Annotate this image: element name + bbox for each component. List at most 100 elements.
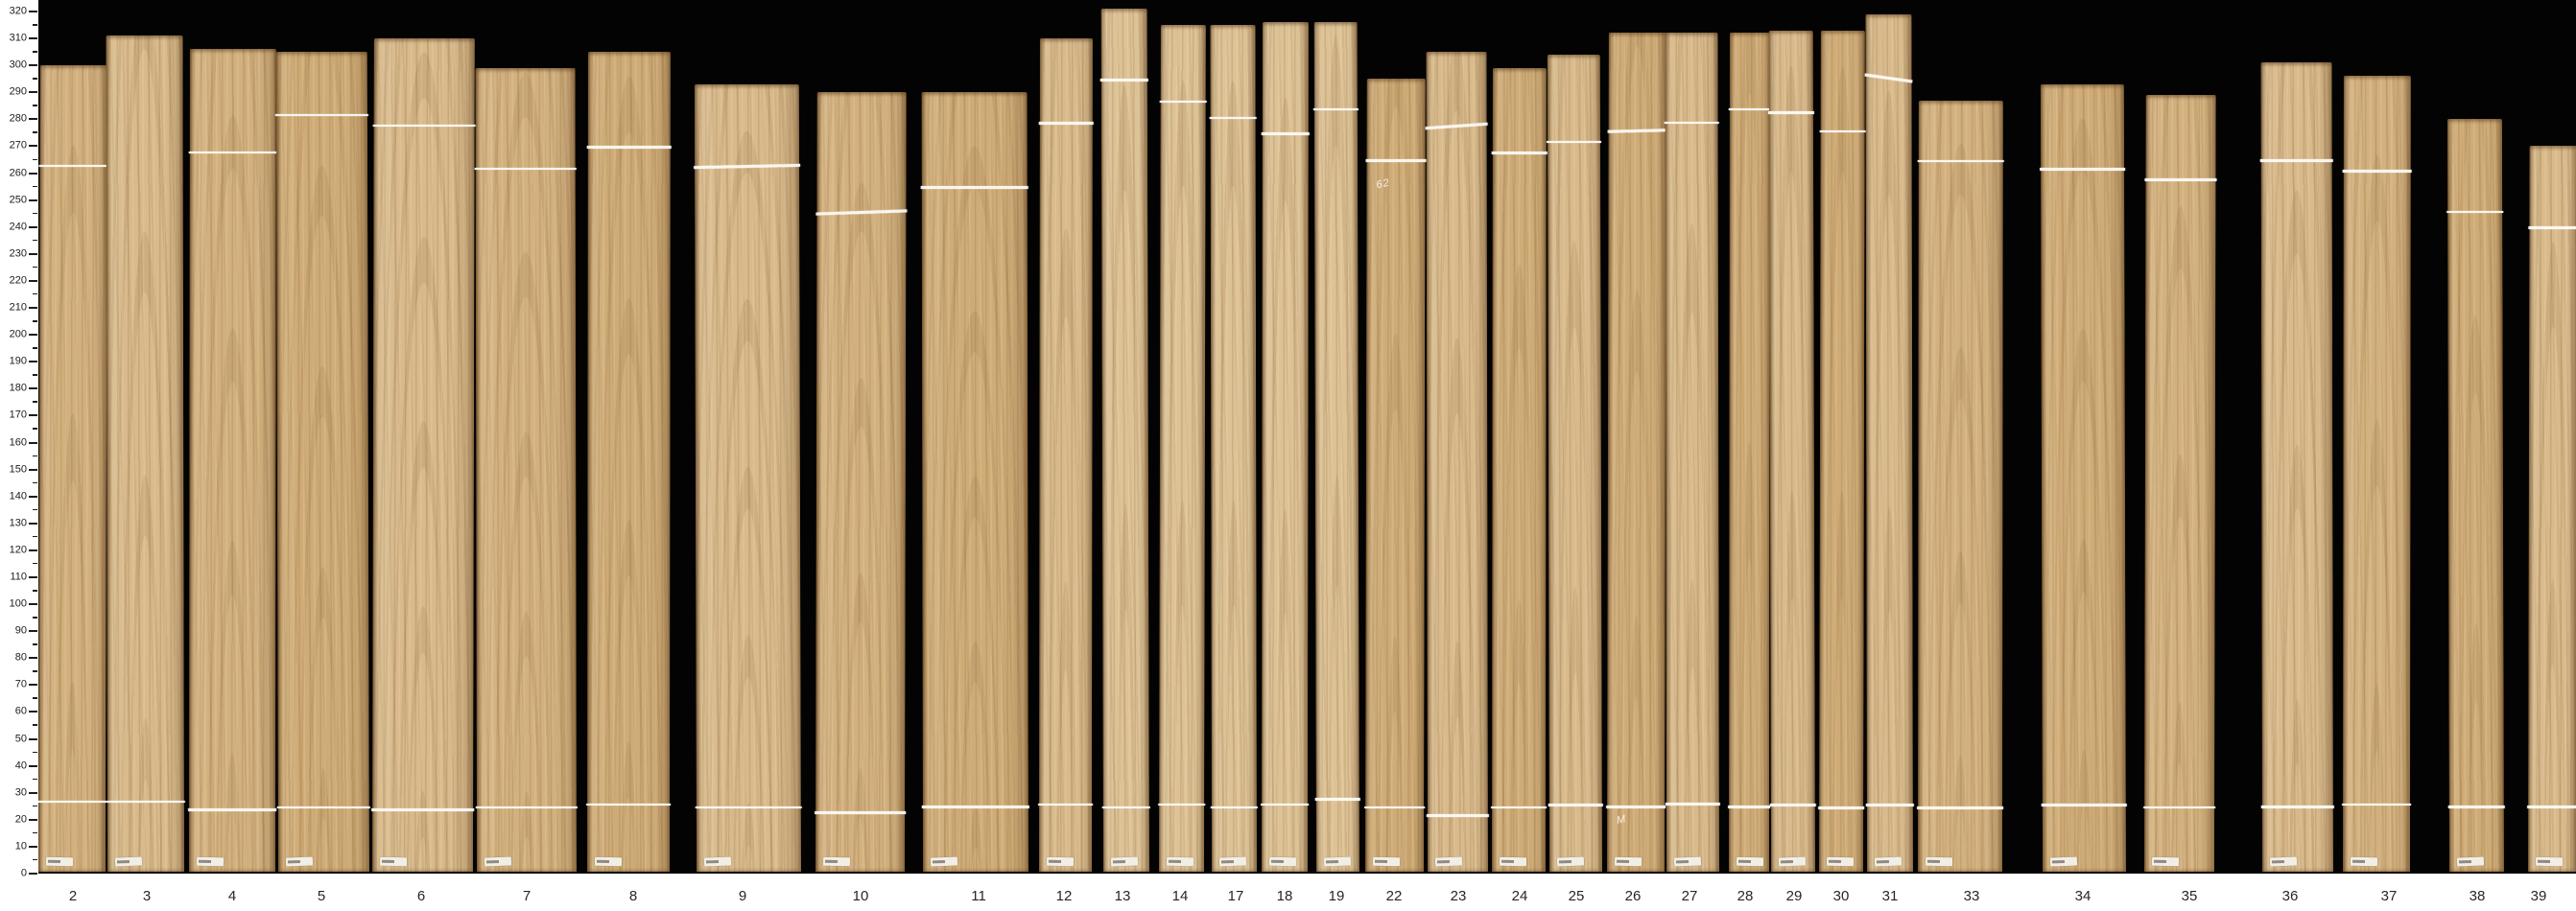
board-id-sticker: [1736, 856, 1764, 867]
chalk-line-lower: [1101, 806, 1150, 809]
sticker-text-mark: [1436, 859, 1451, 864]
chalk-line-upper: [1365, 159, 1427, 163]
scale-major-tick: [29, 522, 37, 525]
chalk-line-lower: [1606, 806, 1666, 809]
board-id-sticker: [1268, 856, 1297, 867]
scale-major-tick: [29, 64, 37, 67]
scale-minor-tick: [33, 562, 37, 565]
scale-minor-tick: [33, 239, 37, 242]
scale-major-tick: [29, 711, 37, 713]
board-number: 28: [1737, 888, 1754, 904]
board: [1209, 25, 1258, 872]
scale-minor-tick: [33, 266, 37, 269]
board: [1158, 25, 1207, 872]
board-id-sticker: [1499, 856, 1527, 867]
board: [2040, 83, 2127, 872]
board-number: 17: [1227, 888, 1244, 904]
board: [1038, 38, 1094, 872]
scale-label: 90: [14, 624, 27, 637]
scale-minor-tick: [33, 590, 37, 592]
scale-minor-tick: [33, 805, 37, 807]
chalk-line-lower: [188, 808, 277, 812]
sticker-text-mark: [824, 859, 839, 864]
board-number: 14: [1171, 888, 1189, 904]
chalk-line-upper: [1819, 129, 1866, 133]
board: [586, 52, 672, 872]
chalk-line-lower: [1261, 803, 1310, 806]
chalk-line-upper: [1312, 108, 1359, 111]
scale-minor-tick: [33, 535, 37, 538]
scale-minor-tick: [33, 131, 37, 133]
board-number: 2: [68, 888, 78, 904]
board-number: 37: [2380, 888, 2398, 904]
chalk-line-lower: [1364, 806, 1426, 809]
sticker-text-mark: [1558, 859, 1572, 864]
board-id-sticker: [703, 856, 732, 867]
chalk-line-upper: [2259, 159, 2333, 162]
chalk-line-lower: [106, 801, 185, 804]
board: [1664, 33, 1720, 872]
scale-major-tick: [29, 414, 37, 417]
chalk-line-lower: [1728, 806, 1771, 809]
board: [2143, 95, 2217, 872]
sticker-text-mark: [1325, 859, 1339, 864]
chalk-line-upper: [2144, 178, 2217, 181]
scale-label: 210: [9, 301, 27, 314]
sticker-text-mark: [1780, 859, 1794, 864]
scale-label: 150: [9, 463, 27, 476]
scale-minor-tick: [33, 24, 37, 26]
board: [274, 52, 370, 872]
board: [1312, 22, 1360, 872]
board: [1818, 30, 1866, 872]
scale-label: 120: [9, 544, 27, 556]
scale-label: 50: [14, 733, 27, 745]
scale-minor-tick: [33, 481, 37, 484]
scale-major-tick: [29, 172, 37, 175]
board-id-sticker: [1218, 856, 1247, 867]
sticker-text-mark: [1501, 859, 1515, 864]
chalk-line-upper: [188, 152, 277, 154]
board-id-sticker: [1046, 856, 1075, 867]
board-id-sticker: [196, 856, 225, 867]
sticker-text-mark: [2153, 859, 2167, 864]
scale-major-tick: [29, 549, 37, 551]
scale-major-tick: [29, 252, 37, 255]
board-id-sticker: [1166, 856, 1194, 867]
scale-label: 280: [9, 112, 27, 125]
board-id-sticker: [2350, 856, 2378, 867]
chalk-line-upper: [1038, 122, 1094, 125]
scale-major-tick: [29, 441, 37, 444]
chalk-line-lower: [586, 803, 672, 806]
board-id-sticker: [2456, 856, 2485, 867]
board-id-sticker: [1372, 856, 1401, 867]
scale-label: 180: [9, 382, 27, 394]
scale-minor-tick: [33, 697, 37, 699]
scale-label: 20: [14, 813, 27, 826]
chalk-line-lower: [695, 806, 802, 809]
sticker-text-mark: [381, 859, 395, 864]
sticker-text-mark: [1168, 859, 1182, 864]
chalk-line-upper: [920, 186, 1028, 190]
scale-minor-tick: [33, 78, 37, 80]
scale-major-tick: [29, 764, 37, 767]
board-id-sticker: [1826, 856, 1855, 867]
chalk-line-upper: [2446, 210, 2504, 214]
scale-major-tick: [29, 225, 37, 228]
sticker-text-mark: [485, 859, 500, 864]
scale-label: 250: [9, 194, 27, 206]
chalk-line-lower: [2041, 803, 2127, 806]
scale-major-tick: [29, 199, 37, 201]
board-id-sticker: [2535, 856, 2564, 867]
scale-minor-tick: [33, 158, 37, 161]
sticker-text-mark: [2537, 859, 2551, 864]
chalk-line-upper: [474, 167, 577, 171]
board-id-sticker: [930, 856, 958, 867]
scale-label: 70: [14, 678, 27, 690]
sticker-text-mark: [1374, 859, 1388, 864]
sticker-text-mark: [932, 859, 946, 864]
scale-minor-tick: [33, 643, 37, 645]
board-id-sticker: [2269, 856, 2298, 867]
chalk-line-lower: [1314, 798, 1360, 801]
chalk-line-lower: [2342, 803, 2412, 806]
chalk-line-upper: [1099, 79, 1148, 82]
